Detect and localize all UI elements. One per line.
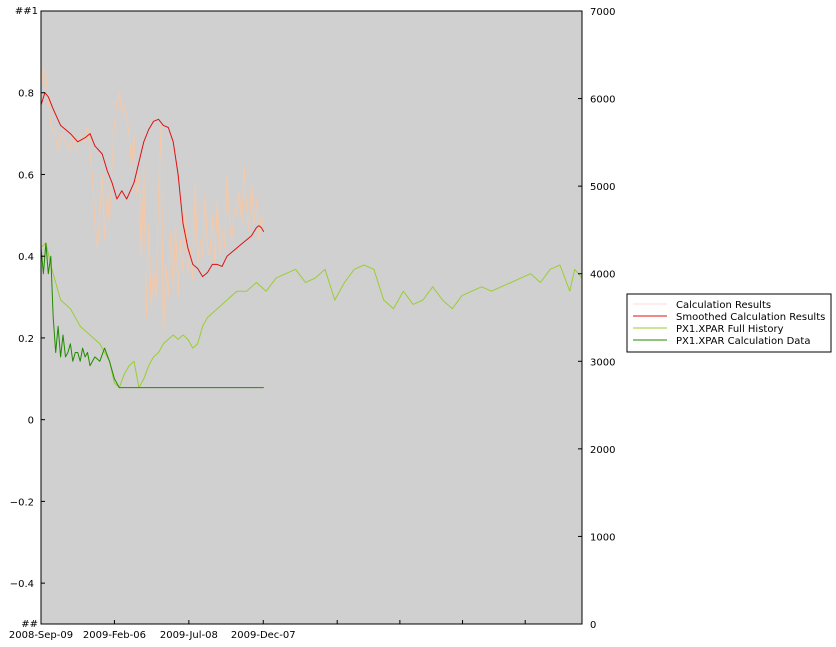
series-line-smoothed-calculation-results	[40, 92, 265, 278]
legend-label: Calculation Results	[676, 300, 771, 311]
plot-frame	[40, 10, 583, 625]
legend-label: PX1.XPAR Full History	[676, 324, 784, 335]
right-tick-label: 3000	[590, 357, 615, 368]
left-axis: −0.4 −0.2 0 0.2 0.4 0.6 0.8	[10, 89, 45, 590]
legend-label: Smoothed Calculation Results	[676, 312, 825, 323]
x-axis: 2008-Sep-09 2009-Feb-06 2009-Jul-08 2009-De…	[9, 620, 583, 641]
series-line-px1-xpar-calculation-data	[40, 242, 264, 389]
plot-area	[41, 11, 582, 624]
left-tick-label: −0.2	[10, 497, 34, 508]
right-axis: 0 1000 2000 3000 4000 5000 6000 7000	[578, 7, 615, 631]
left-tick-label: 0	[28, 416, 34, 427]
right-tick-label: 2000	[590, 445, 615, 456]
right-tick-label: 5000	[590, 182, 615, 193]
right-tick-label: 0	[590, 620, 596, 631]
right-tick-label: 6000	[590, 95, 615, 106]
x-tick-label: 2009-Feb-06	[83, 630, 146, 641]
x-tick-label: 2008-Sep-09	[9, 630, 73, 641]
legend-label: PX1.XPAR Calculation Data	[676, 336, 810, 347]
left-tick-label: 0.6	[18, 170, 34, 181]
left-axis-top-label: ##1	[15, 6, 38, 17]
left-tick-label: −0.4	[10, 579, 34, 590]
x-tick-label: 2009-Jul-08	[160, 630, 218, 641]
right-tick-label: 4000	[590, 270, 615, 281]
x-tick-label: 2009-Dec-07	[231, 630, 296, 641]
right-tick-label: 7000	[590, 7, 615, 18]
series-line-px1-xpar-full-history	[40, 242, 583, 389]
right-tick-label: 1000	[590, 532, 615, 543]
series-layer	[40, 67, 583, 389]
left-tick-label: 0.8	[18, 89, 34, 100]
left-axis-bottom-label: ##	[21, 619, 38, 630]
left-tick-label: 0.2	[18, 334, 34, 345]
left-tick-label: 0.4	[18, 252, 34, 263]
